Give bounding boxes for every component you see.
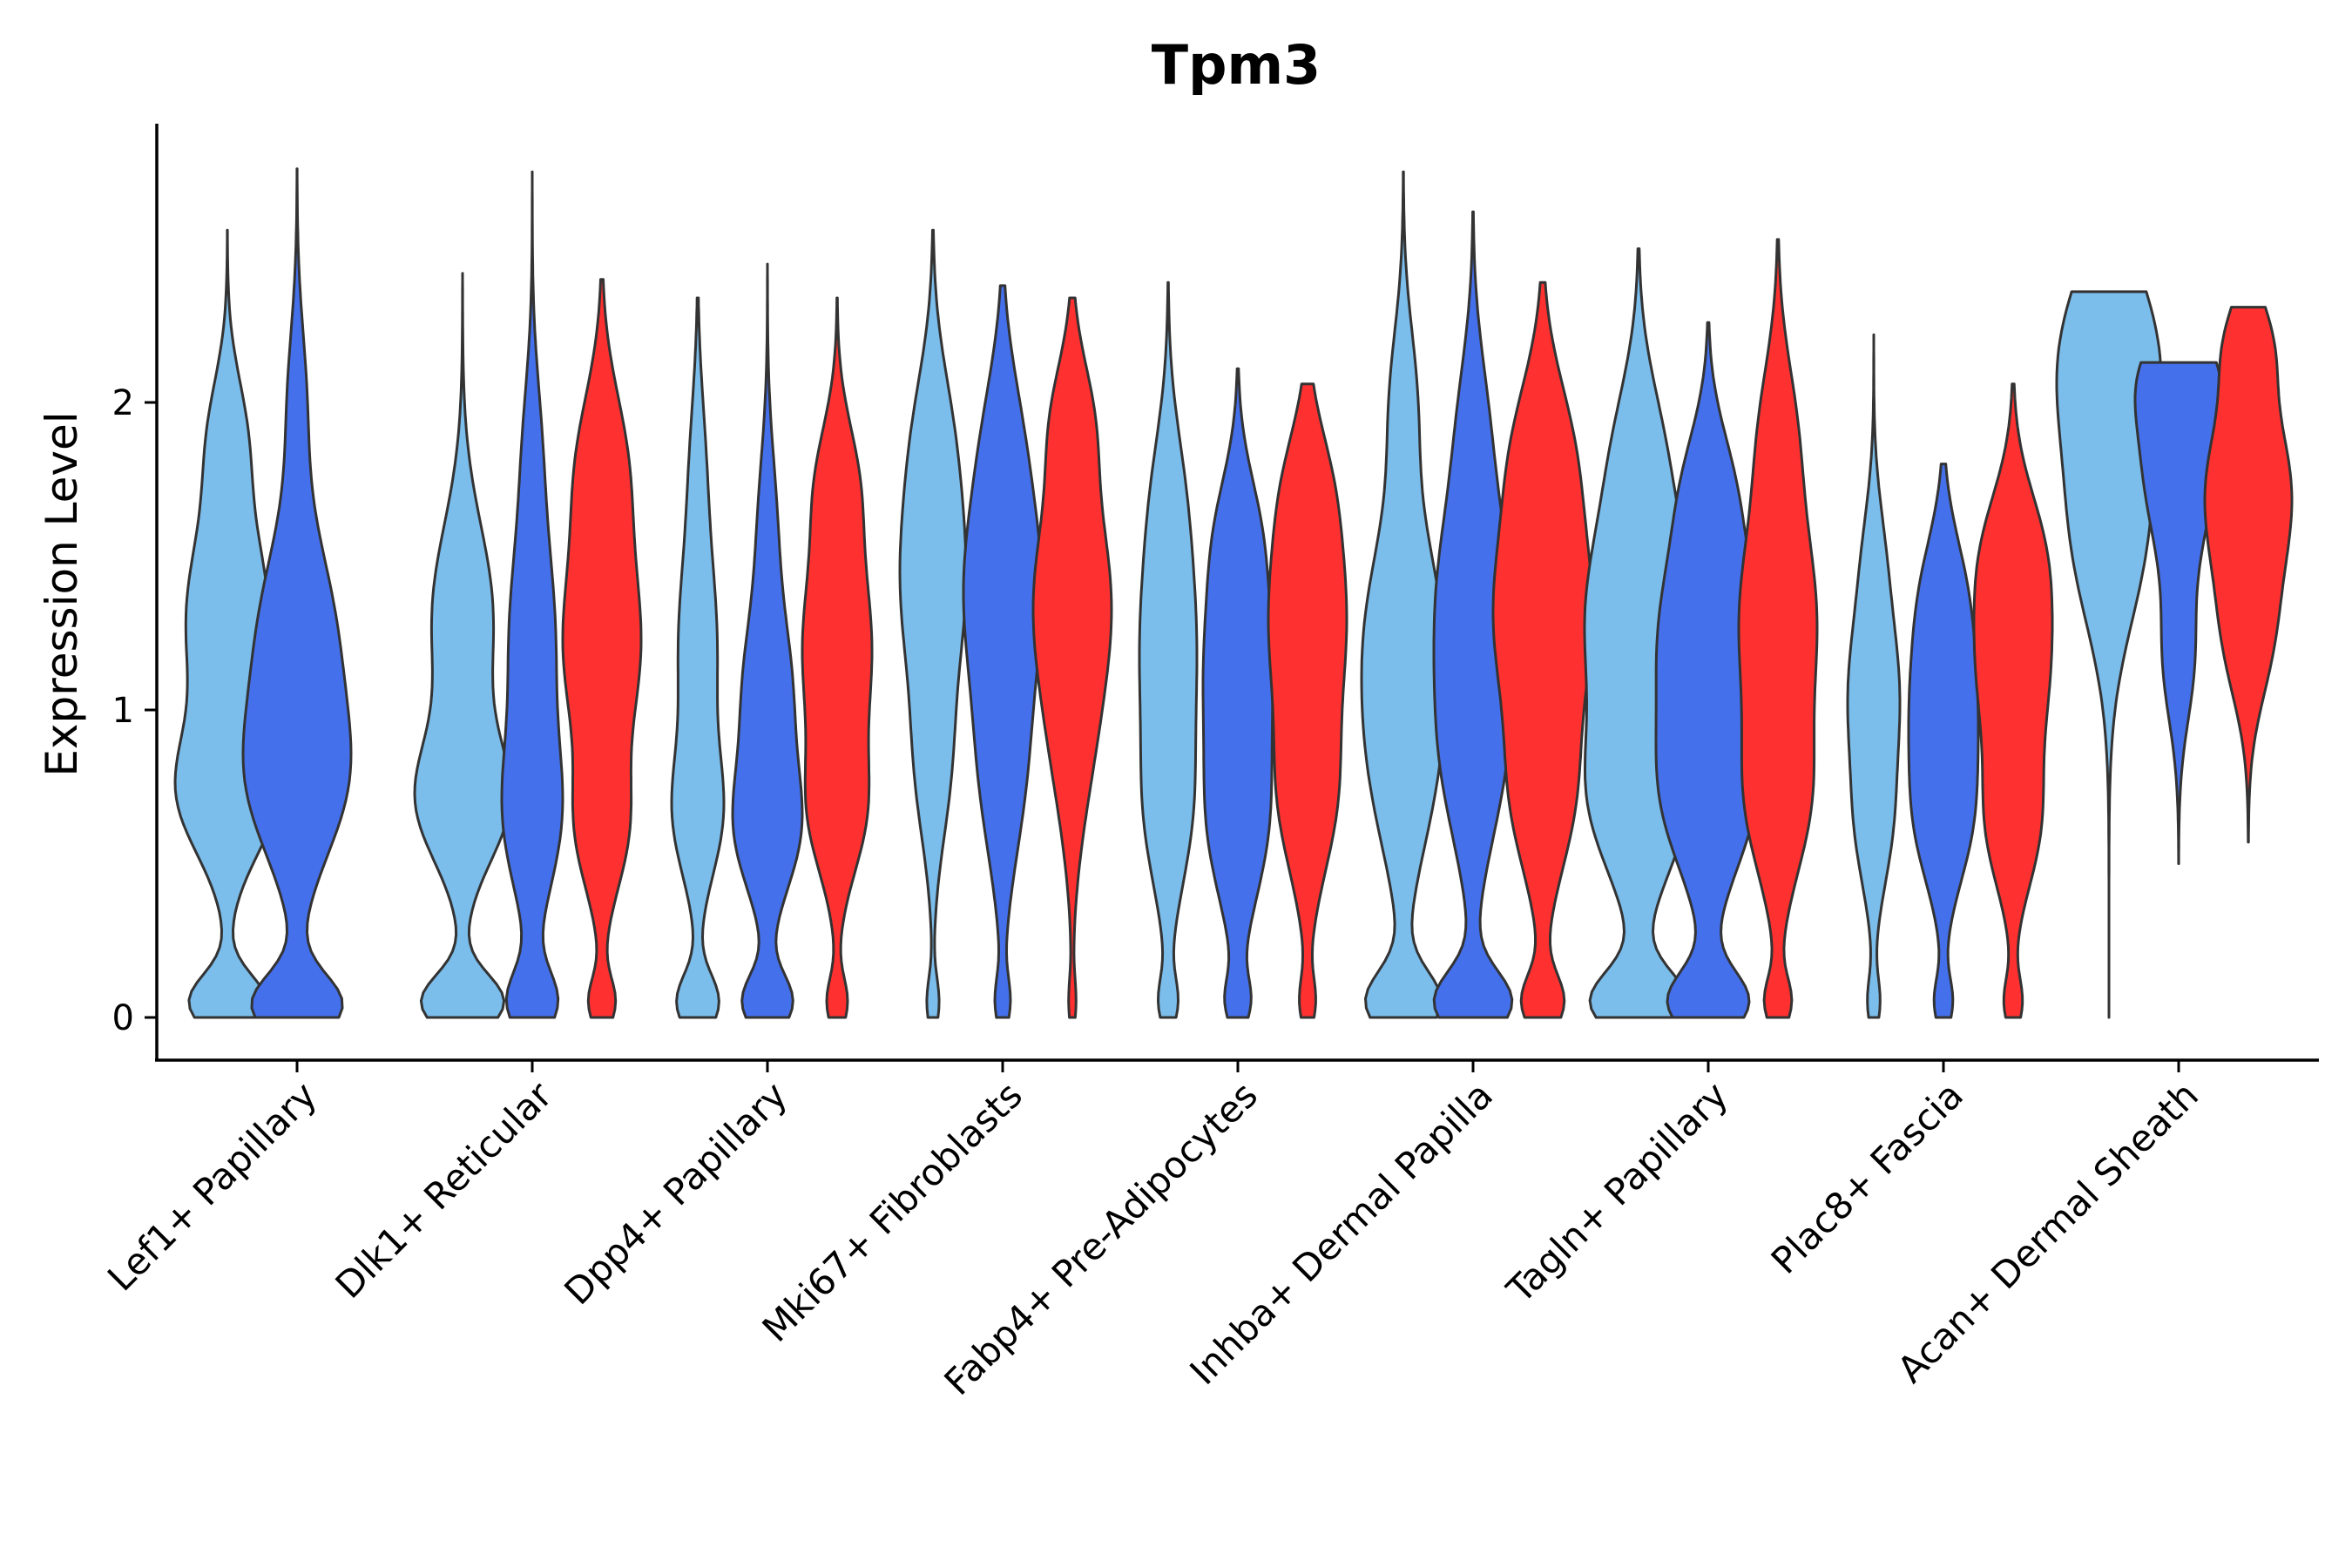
y-ticks: 0 1 2	[112, 383, 157, 1038]
y-axis-label: Expression Level	[37, 411, 87, 776]
violin-5-1	[1138, 280, 1199, 1019]
violin-3-1	[670, 296, 726, 1019]
violin-7-3	[1737, 238, 1819, 1019]
violin-8-2	[1907, 463, 1980, 1019]
y-tick-label: 1	[112, 691, 134, 731]
violin-3-3	[801, 296, 874, 1019]
violin-6-3	[1491, 280, 1594, 1019]
violin-4-1	[898, 228, 968, 1019]
violin-8-1	[1846, 333, 1902, 1019]
violin-1-2	[241, 167, 353, 1019]
violin-4-3	[1031, 296, 1113, 1019]
violin-5-3	[1267, 382, 1348, 1019]
violin-2-3	[561, 278, 643, 1019]
y-tick-label: 2	[112, 383, 134, 423]
violin-4-2	[962, 284, 1044, 1019]
violin-9-2	[2133, 361, 2224, 865]
chart-title: Tpm3	[1152, 33, 1321, 97]
violin-8-3	[1972, 382, 2054, 1019]
violin-9-3	[2203, 306, 2294, 844]
violin-5-2	[1201, 367, 1274, 1019]
y-tick-label: 0	[112, 998, 134, 1038]
violin-3-2	[731, 262, 804, 1019]
violin-marks	[173, 167, 2294, 1019]
violin-9-1	[2055, 290, 2163, 1019]
violin-2-2	[500, 170, 564, 1019]
